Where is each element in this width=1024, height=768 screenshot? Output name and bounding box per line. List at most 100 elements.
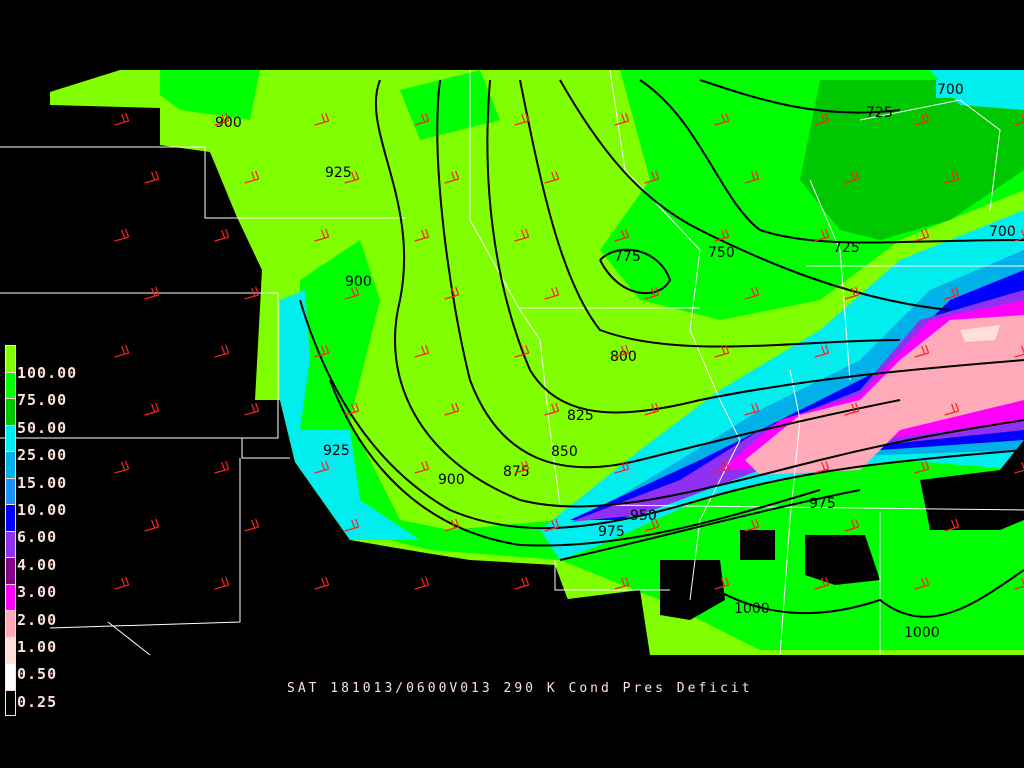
field-cyan-west xyxy=(280,290,420,540)
wind-barb xyxy=(414,576,430,590)
wind-barb xyxy=(544,170,560,184)
wind-barb xyxy=(414,344,430,358)
legend-label: 0.50 xyxy=(17,665,58,684)
wind-barb xyxy=(114,576,130,590)
legend-swatch xyxy=(5,398,16,425)
contour-label: 900 xyxy=(438,472,465,488)
wind-barb xyxy=(314,228,330,242)
wind-barb xyxy=(544,518,560,532)
wind-barb xyxy=(644,402,660,416)
wind-barb xyxy=(314,460,330,474)
wind-barb xyxy=(514,344,530,358)
legend-swatch xyxy=(5,689,16,716)
label-bg xyxy=(936,80,970,98)
field-green-north xyxy=(160,70,260,120)
field-lblue-band xyxy=(580,250,1024,520)
wind-barbs xyxy=(114,112,1024,590)
wind-barb xyxy=(814,112,830,126)
wind-barb xyxy=(614,228,630,242)
legend-swatch xyxy=(5,663,16,690)
contour-label: 850 xyxy=(551,444,578,460)
wind-barb xyxy=(214,112,230,126)
wind-barb xyxy=(1014,113,1024,126)
wind-barb xyxy=(714,344,730,358)
wind-barb xyxy=(744,518,760,532)
missing-area xyxy=(660,560,725,620)
wind-barb xyxy=(414,112,430,126)
wind-barb xyxy=(344,170,360,184)
wind-barb xyxy=(744,286,760,300)
legend-label: 50.00 xyxy=(17,418,68,437)
contour-label: 825 xyxy=(567,408,594,424)
wind-barb xyxy=(514,576,530,590)
wind-barb xyxy=(844,518,860,532)
wind-barb xyxy=(444,518,460,532)
contour-labels: 700 725 900 925 775 750 725 700 900 800 … xyxy=(215,80,1016,641)
wind-barb xyxy=(344,402,360,416)
wind-barb xyxy=(744,170,760,184)
contour-label: 975 xyxy=(598,524,625,540)
wind-barb xyxy=(614,576,630,590)
wind-barb xyxy=(644,286,660,300)
contour-label: 900 xyxy=(215,115,242,131)
wind-barb xyxy=(244,286,260,300)
contour-label: 725 xyxy=(866,105,893,121)
legend-label: 4.00 xyxy=(17,555,58,574)
wind-barb xyxy=(214,344,230,358)
wind-barb xyxy=(644,170,660,184)
missing-area xyxy=(805,535,880,585)
wind-barb xyxy=(444,170,460,184)
missing-area xyxy=(740,530,775,560)
contour-label: 800 xyxy=(610,349,637,365)
legend-swatch xyxy=(5,424,16,451)
wind-barb xyxy=(944,402,960,416)
legend-swatch xyxy=(5,557,16,584)
field-pink xyxy=(745,315,1024,475)
contour-label: 925 xyxy=(325,165,352,181)
wind-barb xyxy=(1014,461,1024,474)
legend-label: 15.00 xyxy=(17,473,68,492)
wind-barb xyxy=(144,402,160,416)
wind-barb xyxy=(914,228,930,242)
field-lightpink xyxy=(960,325,1000,342)
legend-label: 1.00 xyxy=(17,638,58,656)
wind-barb xyxy=(314,112,330,126)
legend-label: 10.00 xyxy=(17,501,68,519)
contour-label: 725 xyxy=(833,240,860,256)
wind-barb xyxy=(614,344,630,358)
wind-barb xyxy=(144,170,160,184)
wind-barb xyxy=(1014,577,1024,590)
wind-barb xyxy=(244,402,260,416)
wind-barb xyxy=(214,576,230,590)
contour-label: 700 xyxy=(989,224,1016,240)
wind-barb xyxy=(344,518,360,532)
contour-label: 1000 xyxy=(904,625,940,641)
contour-label: 750 xyxy=(708,245,735,261)
wind-barb xyxy=(714,228,730,242)
legend-label: 75.00 xyxy=(17,391,68,410)
wind-barb xyxy=(314,576,330,590)
wind-barb xyxy=(514,228,530,242)
legend-label: 0.25 xyxy=(17,692,58,711)
map-caption: SAT 181013/0600V013 290 K Cond Pres Defi… xyxy=(287,681,753,696)
state-boundaries xyxy=(0,69,1024,656)
wind-barb xyxy=(114,112,130,126)
legend-swatch xyxy=(5,583,16,610)
wind-barb xyxy=(144,518,160,532)
wind-barb xyxy=(444,402,460,416)
legend-label: 25.00 xyxy=(17,446,68,465)
wind-barb xyxy=(414,228,430,242)
wind-barb xyxy=(114,460,130,474)
wind-barb xyxy=(914,344,930,358)
wind-barb xyxy=(714,576,730,590)
wind-barb xyxy=(114,344,130,358)
contour-lines xyxy=(299,79,1024,618)
wind-barb xyxy=(914,112,930,126)
wind-barb xyxy=(1014,345,1024,358)
wind-barb xyxy=(914,576,930,590)
wind-barb xyxy=(1014,229,1024,242)
wind-barb xyxy=(644,518,660,532)
wind-barb xyxy=(944,518,960,532)
wind-barb xyxy=(314,344,330,358)
